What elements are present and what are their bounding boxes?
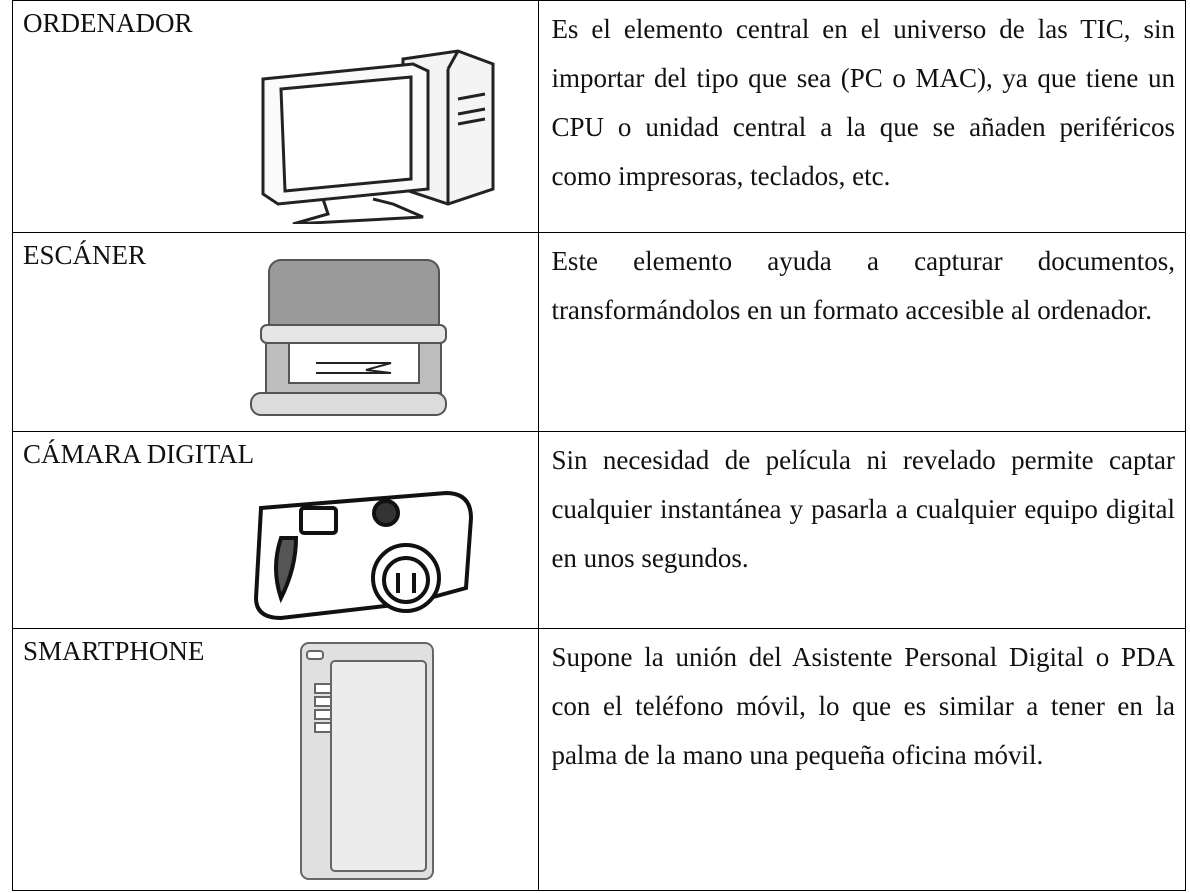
device-description: Supone la unión del Asistente Personal D… bbox=[551, 642, 1175, 770]
device-name: CÁMARA DIGITAL bbox=[23, 439, 255, 469]
table-row: ORDENADOR Es el elemento central en el u… bbox=[11, 0, 1186, 233]
device-cell: ORDENADOR bbox=[11, 0, 540, 233]
device-cell: SMARTPHONE bbox=[11, 628, 540, 891]
table-row: ESCÁNER Este elemento ayuda a capturar d… bbox=[11, 232, 1186, 432]
description-cell: Este elemento ayuda a capturar documento… bbox=[538, 232, 1186, 432]
device-name: ESCÁNER bbox=[23, 240, 147, 270]
camera-icon bbox=[253, 490, 474, 621]
device-description: Es el elemento central en el universo de… bbox=[551, 14, 1175, 191]
device-description: Sin necesidad de película ni revelado pe… bbox=[551, 445, 1175, 573]
smartphone-icon bbox=[300, 642, 434, 880]
description-cell: Supone la unión del Asistente Personal D… bbox=[538, 628, 1186, 891]
device-name: ORDENADOR bbox=[23, 8, 193, 38]
device-cell: CÁMARA DIGITAL bbox=[11, 431, 540, 629]
devices-table: ORDENADOR Es el elemento central en el u… bbox=[11, 0, 1186, 891]
description-cell: Sin necesidad de película ni revelado pe… bbox=[538, 431, 1186, 629]
description-cell: Es el elemento central en el universo de… bbox=[538, 0, 1186, 233]
table-row: CÁMARA DIGITAL Sin necesidad de película… bbox=[11, 431, 1186, 629]
device-description: Este elemento ayuda a capturar documento… bbox=[551, 246, 1175, 325]
scanner-icon bbox=[250, 259, 447, 416]
device-cell: ESCÁNER bbox=[11, 232, 540, 432]
device-name: SMARTPHONE bbox=[23, 636, 205, 666]
computer-icon bbox=[261, 49, 495, 224]
table-row: SMARTPHONE Supone la unión del Asistente… bbox=[11, 628, 1186, 891]
